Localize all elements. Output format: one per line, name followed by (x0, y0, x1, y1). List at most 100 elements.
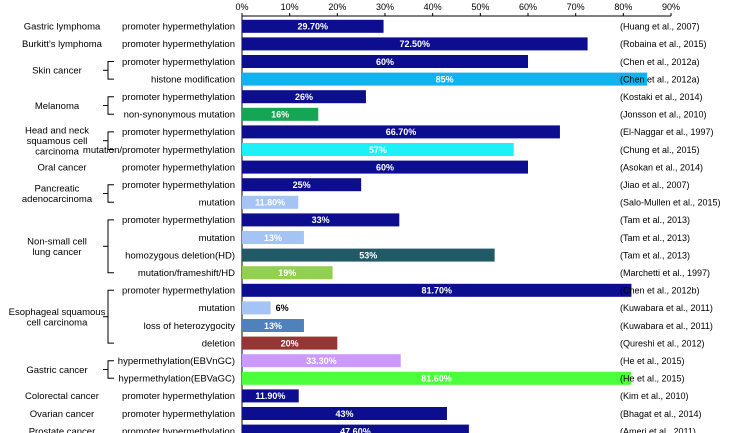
cancer-type-label: Gastric lymphoma (24, 22, 101, 33)
alteration-label: mutation/frameshift/HD (138, 268, 235, 279)
alteration-label: promoter hypermethylation (122, 22, 235, 33)
data-label: 81.70% (421, 286, 452, 296)
alteration-label: promoter hypermethylation (122, 162, 235, 173)
reference-label: (Jiao et al., 2007) (620, 180, 690, 190)
cancer-type-label: Colorectal cancer (25, 391, 99, 402)
cancer-type-label: Prostate cancer (29, 426, 96, 433)
data-label: 16% (271, 110, 289, 120)
cancer-type-label: squamous cell (27, 136, 88, 147)
x-tick-label: 70% (567, 2, 585, 12)
x-tick-label: 20% (328, 2, 346, 12)
alteration-label: non-synonymous mutation (124, 110, 235, 121)
alteration-label: promoter hypermethylation (122, 39, 235, 50)
cancer-type-label: Burkitt's lymphoma (22, 39, 103, 50)
reference-label: (Kuwabara et al., 2011) (620, 303, 713, 313)
alteration-label: hypermethylation(EBVnGC) (118, 356, 235, 367)
data-label: 26% (295, 92, 313, 102)
reference-label: (Chung et al., 2015) (620, 145, 700, 155)
reference-label: (Bhagat et al., 2014) (620, 409, 702, 419)
cancer-type-label: lung cancer (32, 247, 81, 258)
x-tick-label: 10% (281, 2, 299, 12)
alteration-label: mutation (199, 303, 235, 314)
alteration-label: hypermethylation(EBVaGC) (118, 374, 235, 385)
alteration-label: promoter hypermethylation (122, 180, 235, 191)
group-bracket (107, 96, 114, 115)
group-bracket (107, 289, 114, 344)
cancer-type-label: Oral cancer (37, 162, 86, 173)
reference-label: (Tam et al., 2013) (620, 250, 690, 260)
bar (242, 301, 271, 315)
data-label: 11.90% (255, 391, 285, 401)
data-label: 53% (359, 250, 377, 260)
data-label: 33.30% (306, 356, 337, 366)
x-tick-label: 40% (424, 2, 442, 12)
data-label: 13% (264, 321, 282, 331)
reference-label: (Kuwabara et al., 2011) (620, 321, 713, 331)
bar (242, 354, 401, 368)
reference-label: (Salo-Mullen et al., 2015) (620, 198, 721, 208)
reference-label: (Robaina et al., 2015) (620, 39, 707, 49)
bar (242, 231, 304, 244)
data-label: 81.60% (421, 374, 452, 384)
bar (242, 371, 631, 385)
group-bracket (107, 184, 114, 203)
bar (242, 160, 528, 174)
data-label: 20% (281, 338, 299, 348)
alteration-label: promoter hypermethylation (122, 286, 235, 297)
bar (242, 319, 304, 332)
alteration-label: mutation/promoter hypermethylation (83, 145, 235, 156)
cancer-type-label: Gastric cancer (26, 365, 87, 376)
reference-label: (Chen et al., 2012a) (620, 57, 700, 67)
alteration-label: histone modification (151, 74, 235, 85)
reference-label: (Tam et al., 2013) (620, 233, 690, 243)
reference-label: (Kim et al., 2010) (620, 391, 689, 401)
cancer-type-label: Non-small cell (27, 236, 87, 247)
bar (242, 55, 528, 68)
group-bracket (107, 61, 114, 80)
alteration-label: promoter hypermethylation (122, 215, 235, 226)
data-label: 60% (376, 57, 394, 67)
reference-label: (He et al., 2015) (620, 374, 685, 384)
cancer-type-label: cell carcinoma (27, 317, 88, 328)
x-tick-label: 50% (471, 2, 489, 12)
bar (242, 336, 338, 350)
alteration-label: loss of heterozygocity (144, 321, 236, 332)
alteration-label: promoter hypermethylation (122, 57, 235, 68)
bar (242, 125, 560, 139)
cancer-type-label: Ovarian cancer (30, 409, 94, 420)
alteration-label: promoter hypermethylation (122, 426, 235, 433)
data-label: 19% (278, 268, 296, 278)
data-label: 72.50% (400, 39, 431, 49)
data-label: 43% (335, 409, 353, 419)
cancer-type-label: Pancreatic (35, 184, 80, 195)
alteration-label: mutation (199, 198, 235, 209)
bar (242, 248, 495, 262)
alteration-label: promoter hypermethylation (122, 409, 235, 420)
bar (242, 424, 469, 433)
cancer-type-label: adenocarcinoma (22, 194, 93, 205)
bar (242, 143, 514, 156)
bar (242, 90, 366, 104)
alteration-label: promoter hypermethylation (122, 92, 235, 103)
data-label: 47.60% (340, 426, 371, 433)
reference-label: (El-Naggar et al., 1997) (620, 127, 714, 137)
reference-label: (He et al., 2015) (620, 356, 685, 366)
x-tick-label: 80% (614, 2, 632, 12)
bar (242, 283, 632, 297)
bar (242, 213, 400, 227)
cancer-type-label: Melanoma (35, 101, 80, 112)
bar (242, 266, 333, 280)
reference-label: (Chen et al., 2012b) (620, 286, 700, 296)
cancer-type-label: Head and neck (25, 126, 89, 137)
bar (242, 389, 299, 403)
x-tick-label: 60% (519, 2, 537, 12)
reference-label: (Ameri et al., 2011) (620, 426, 696, 433)
reference-label: (Huang et al., 2007) (620, 22, 700, 32)
reference-label: (Tam et al., 2013) (620, 215, 690, 225)
data-label: 25% (293, 180, 311, 190)
alteration-label: promoter hypermethylation (122, 391, 235, 402)
data-label: 33% (312, 215, 330, 225)
reference-label: (Chen et al., 2012a) (620, 74, 700, 84)
reference-label: (Asokan et al., 2014) (620, 162, 703, 172)
